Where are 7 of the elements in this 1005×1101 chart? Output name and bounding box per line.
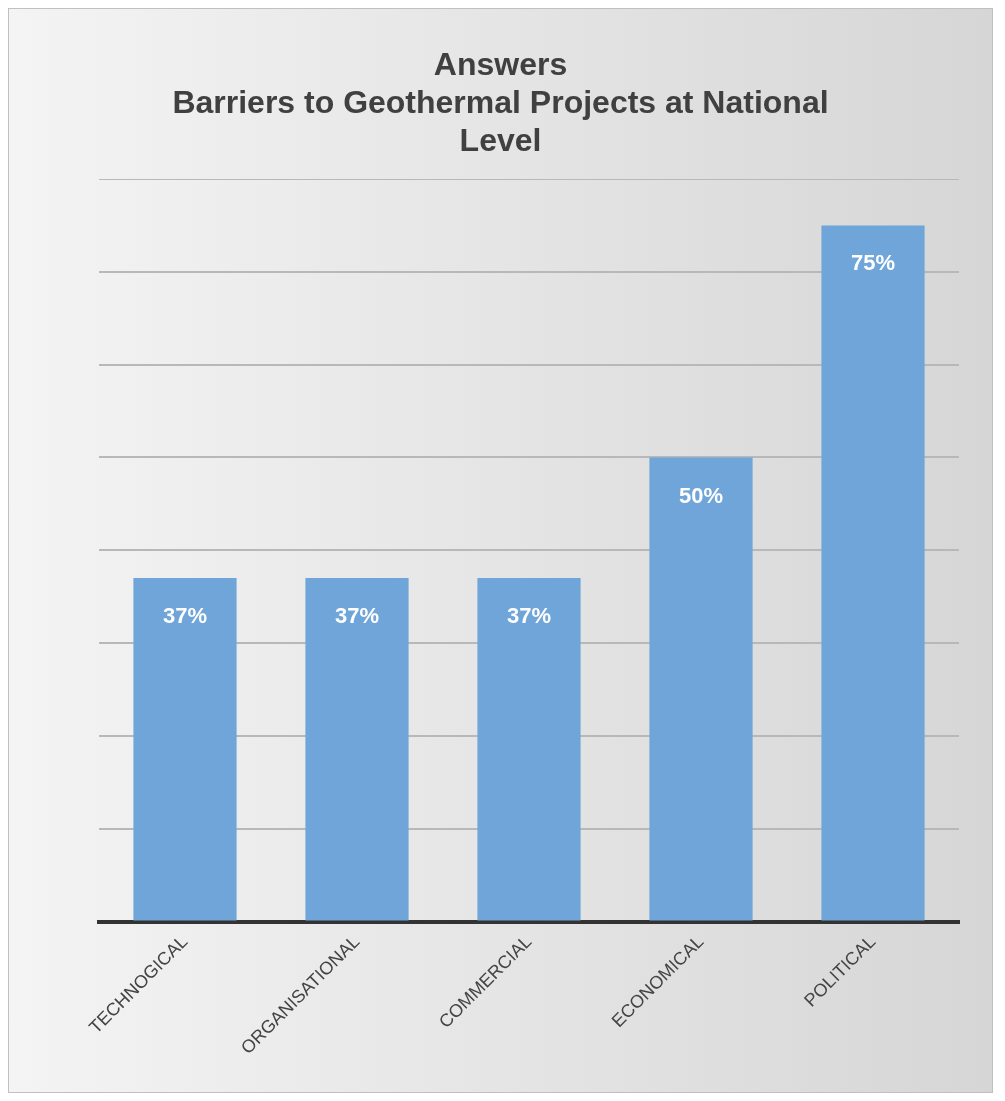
data-label: 37% [506,603,552,629]
data-label: 37% [162,603,208,629]
data-label: 37% [334,603,380,629]
chart-title: Answers [432,45,569,83]
data-label: 75% [850,250,896,276]
chart-subtitle: Barriers to Geothermal Projects at National Level [171,83,830,159]
data-label: 50% [678,482,724,508]
